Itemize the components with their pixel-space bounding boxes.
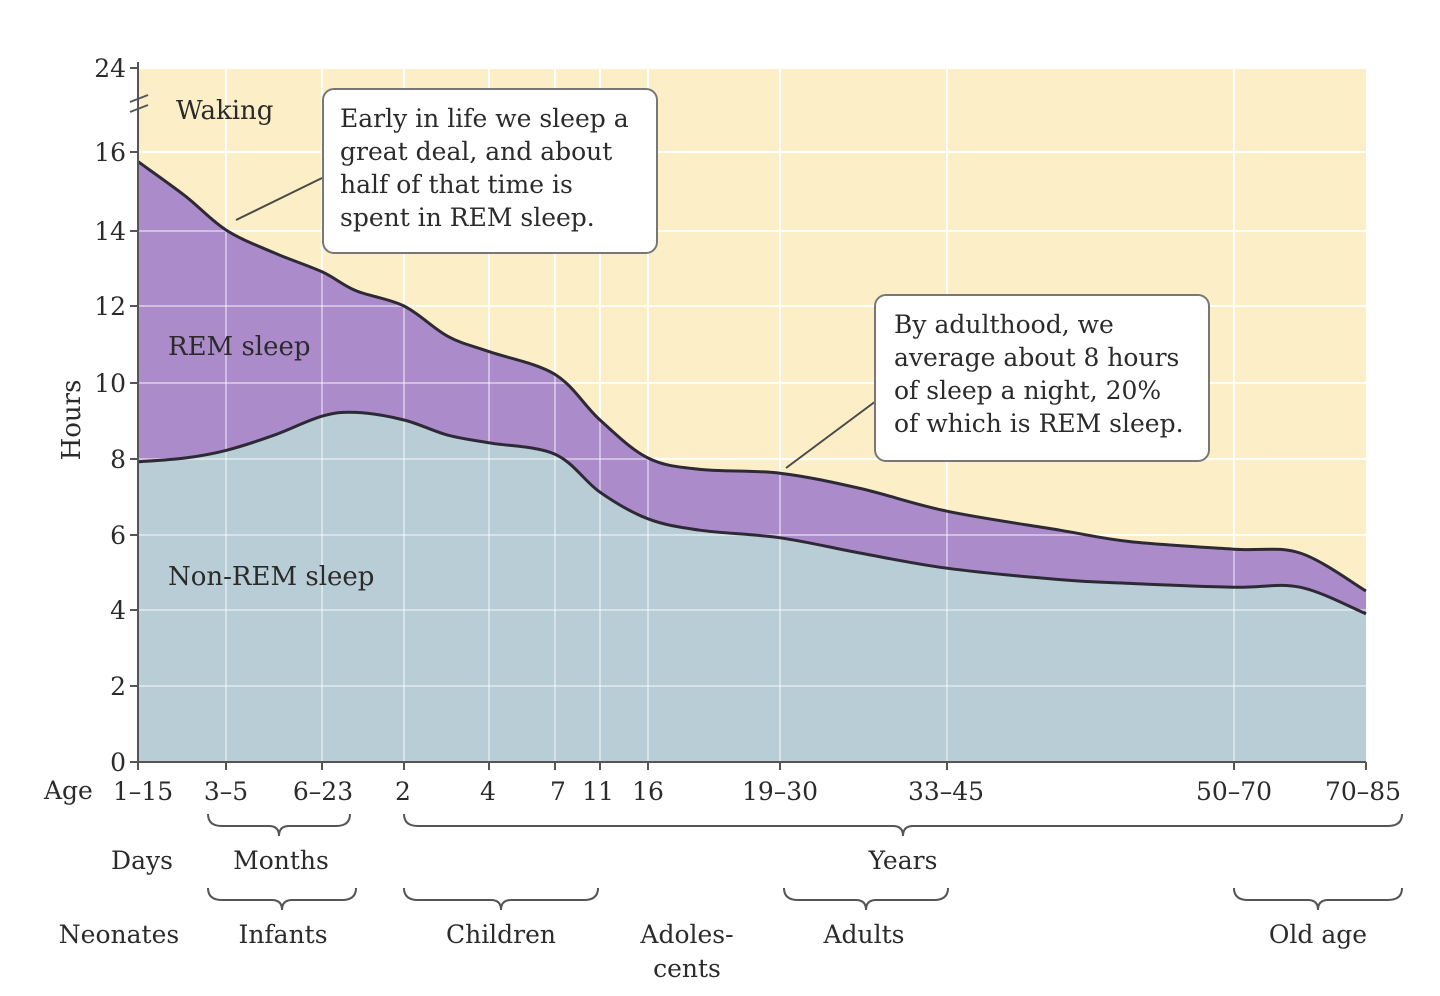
callout-adult-leader	[785, 397, 881, 469]
total-sleep-line	[137, 160, 1367, 593]
x-tick-label: 16	[632, 777, 664, 806]
callout-early-line: half of that time is	[340, 170, 573, 199]
brace-children	[403, 887, 599, 911]
x-tick-label: 70–85	[1325, 777, 1401, 806]
x-tick-label: 6–23	[293, 777, 353, 806]
nonrem-boundary-line	[137, 410, 1367, 616]
brace-adults	[783, 887, 949, 911]
y-tick-label: 16	[94, 138, 126, 167]
y-tick-label: 8	[110, 445, 126, 474]
group-infants: Infants	[238, 920, 328, 949]
callout-adult-line: of sleep a night, 20%	[894, 376, 1162, 405]
group-old-age: Old age	[1268, 920, 1368, 949]
callout-early-line: great deal, and about	[340, 137, 613, 166]
x-tick-label: 3–5	[204, 777, 248, 806]
nonrem-label: Non-REM sleep	[168, 562, 374, 592]
brace-months	[207, 813, 351, 837]
group-neonates: Neonates	[58, 920, 180, 949]
brace-years	[403, 813, 1403, 837]
scale-years: Years	[868, 846, 938, 875]
callout-adult-line: By adulthood, we	[894, 310, 1114, 339]
y-tick-label: 10	[94, 369, 126, 398]
x-tick-label: 33–45	[908, 777, 984, 806]
y-axis-title: Hours	[57, 380, 87, 461]
y-tick-label: 2	[110, 672, 126, 701]
y-tick-label: 4	[110, 596, 126, 625]
nonrem-area	[138, 412, 1366, 762]
x-tick-label: 2	[395, 777, 411, 806]
callout-adult-line: of which is REM sleep.	[894, 409, 1184, 438]
brace-infants	[207, 887, 357, 911]
y-tick-label: 24	[94, 54, 126, 83]
age-braces	[207, 813, 1403, 911]
x-tick-label: 4	[480, 777, 496, 806]
callout-early-line: Early in life we sleep a	[340, 104, 629, 133]
axes	[129, 62, 1366, 763]
y-tick-label: 12	[94, 292, 126, 321]
x-tick-label: 1–15	[113, 777, 173, 806]
x-axis-ticks: 1–15 3–5 6–23 2 4 7 11 16 19–30 33–45 50–70 70–85	[113, 762, 1401, 806]
x-tick-label: 7	[550, 777, 566, 806]
x-tick-label: 11	[582, 777, 614, 806]
callout-early-line: spent in REM sleep.	[340, 203, 595, 232]
x-tick-label: 19–30	[742, 777, 818, 806]
group-adolescents: Adoles-	[640, 920, 734, 949]
callout-adult-line: average about 8 hours	[894, 343, 1180, 372]
group-children: Children	[445, 920, 557, 949]
callout-adulthood: By adulthood, we average about 8 hours o…	[874, 294, 1210, 462]
waking-label: Waking	[176, 96, 273, 126]
group-adolescents-cont: cents	[653, 954, 721, 983]
y-tick-label: 0	[110, 748, 126, 777]
y-tick-label: 14	[94, 217, 126, 246]
x-axis-prefix: Age	[44, 776, 93, 805]
y-tick-label: 6	[110, 521, 126, 550]
callout-early-life: Early in life we sleep a great deal, and…	[322, 88, 658, 254]
group-adults: Adults	[823, 920, 905, 949]
scale-days: Days	[111, 846, 173, 875]
scale-months: Months	[233, 846, 329, 875]
x-tick-label: 50–70	[1196, 777, 1272, 806]
rem-label: REM sleep	[168, 332, 311, 362]
axis-break-mark	[129, 94, 149, 113]
callout-early-leader	[235, 177, 323, 221]
brace-old-age	[1233, 887, 1403, 911]
